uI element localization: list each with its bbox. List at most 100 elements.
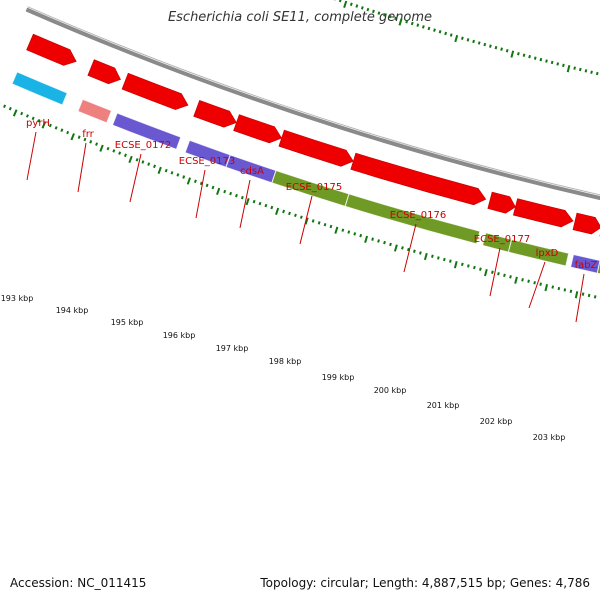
scale-label: 197 kbp <box>216 344 249 353</box>
outer-tick <box>587 293 591 298</box>
backbone-line <box>25 7 600 201</box>
outer-tick <box>252 199 256 204</box>
outer-tick <box>3 104 7 108</box>
outer-tick <box>77 135 81 139</box>
outer-tick <box>288 211 291 216</box>
inner-tick <box>590 70 593 74</box>
outer-tick <box>393 244 398 252</box>
outer-tick <box>118 151 122 155</box>
inner-tick <box>410 21 414 26</box>
outer-tick <box>509 275 512 279</box>
inner-tick <box>438 30 442 34</box>
inner-tick <box>449 33 453 37</box>
scale-label: 196 kbp <box>163 331 196 340</box>
outer-tick <box>533 281 536 285</box>
inner-tick <box>383 13 386 17</box>
gene-label: ECSE_0172 <box>115 140 171 151</box>
inner-tick <box>466 38 470 42</box>
outer-tick <box>544 283 549 292</box>
scale-label: 193 kbp <box>1 294 34 303</box>
outer-tick <box>95 142 99 146</box>
outer-tick <box>467 264 470 268</box>
inner-tick <box>483 42 487 47</box>
outer-tick <box>170 171 174 175</box>
inner-tick <box>394 16 397 21</box>
inner-tick <box>398 18 403 26</box>
gene-leader-line <box>403 223 417 273</box>
outer-tick <box>157 166 162 175</box>
feature-block <box>570 253 600 274</box>
feature-block <box>596 259 600 275</box>
inner-tick <box>461 36 464 40</box>
outer-tick <box>473 265 476 270</box>
inner-tick <box>528 54 531 59</box>
outer-tick <box>41 121 47 129</box>
inner-tick <box>427 26 431 31</box>
inner-tick <box>556 62 560 66</box>
outer-tick <box>311 219 315 223</box>
inner-tick <box>366 7 370 12</box>
inner-tick <box>416 23 420 27</box>
inner-tick <box>472 39 475 44</box>
inner-tick <box>349 2 353 7</box>
cds-arrow <box>121 72 189 110</box>
genome-backbone <box>25 6 600 201</box>
outer-tick <box>70 133 75 141</box>
scale-label: 202 kbp <box>480 417 513 426</box>
cds-arrow <box>87 59 121 85</box>
outer-tick <box>479 267 482 271</box>
gene-label: pyrH <box>26 118 50 129</box>
outer-tick <box>128 155 133 164</box>
inner-tick <box>550 60 554 65</box>
outer-tick <box>48 123 52 128</box>
outer-tick <box>497 272 500 276</box>
outer-tick <box>377 239 380 243</box>
outer-tick <box>574 291 579 299</box>
outer-tick <box>25 114 29 118</box>
cds-arrow <box>26 33 77 66</box>
inner-tick <box>566 65 571 73</box>
feature-block <box>77 98 113 124</box>
outer-tick <box>563 288 567 292</box>
cds-arrow <box>278 129 354 167</box>
scale-label: 200 kbp <box>374 386 407 395</box>
outer-tick <box>164 168 168 173</box>
inner-tick <box>494 45 498 50</box>
inner-tick <box>477 41 481 45</box>
inner-tick <box>573 66 576 70</box>
inner-tick <box>584 69 588 73</box>
gene-leader-line <box>77 142 87 193</box>
outer-tick <box>135 158 139 162</box>
outer-tick <box>371 237 374 241</box>
backbone-highlight <box>27 6 600 196</box>
feature-track <box>11 71 600 275</box>
gene-leader-line <box>299 195 313 245</box>
accession-text: Accession: NC_011415 <box>10 576 147 590</box>
inner-tick <box>533 56 537 60</box>
inner-tick <box>517 52 520 56</box>
inner-tick <box>545 59 548 63</box>
outer-tick <box>193 179 197 184</box>
outer-tick <box>294 213 297 218</box>
gene-label: ECSE_0177 <box>474 234 530 245</box>
scale-label: 203 kbp <box>533 433 566 442</box>
feature-block <box>111 112 182 150</box>
inner-tick <box>421 25 425 29</box>
outer-tick <box>383 240 386 245</box>
gene-label: ECSE_0173 <box>179 156 235 167</box>
outer-tick <box>12 109 18 117</box>
outer-tick <box>353 232 357 236</box>
scale-label: 201 kbp <box>427 401 460 410</box>
outer-tick <box>223 189 227 194</box>
outer-tick <box>60 128 64 132</box>
outer-tick <box>37 118 41 123</box>
outer-tick <box>323 222 327 227</box>
scale-label: 195 kbp <box>111 318 144 327</box>
gene-leader-line <box>575 273 585 323</box>
inner-tick <box>505 49 509 53</box>
inner-tick <box>522 53 526 57</box>
outer-tick <box>437 256 440 260</box>
inner-tick <box>377 11 381 15</box>
cds-track <box>26 33 600 237</box>
